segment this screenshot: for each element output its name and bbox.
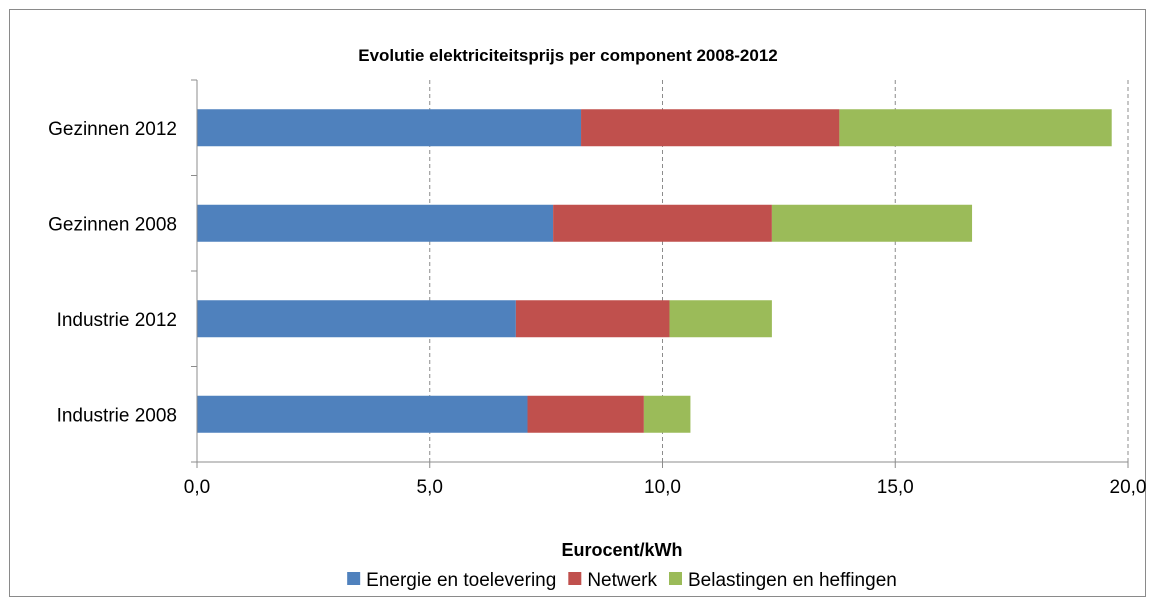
- bar-segment: [197, 396, 528, 433]
- legend-label: Energie en toelevering: [366, 570, 556, 591]
- legend-swatch: [669, 572, 682, 585]
- bars: [197, 109, 1112, 433]
- category-label: Industrie 2008: [57, 405, 177, 426]
- x-tick-label: 20,0: [1110, 477, 1147, 498]
- bar-segment: [669, 300, 771, 337]
- chart-title: Evolutie elektriciteitsprijs per compone…: [358, 46, 778, 65]
- bar-segment: [528, 396, 644, 433]
- legend-label: Belastingen en heffingen: [688, 570, 897, 591]
- chart-frame: Evolutie elektriciteitsprijs per compone…: [9, 9, 1146, 597]
- chart-svg: Evolutie elektriciteitsprijs per compone…: [10, 10, 1147, 598]
- x-axis-label: Eurocent/kWh: [561, 540, 682, 560]
- bar-segment: [197, 300, 516, 337]
- category-labels: Gezinnen 2012 Gezinnen 2008 Industrie 2012…: [48, 119, 177, 427]
- bar-segment: [516, 300, 670, 337]
- category-label: Industrie 2012: [57, 310, 177, 331]
- bar-segment: [772, 205, 972, 242]
- legend: Energie en toelevering Netwerk Belastingen…: [347, 570, 897, 591]
- category-label: Gezinnen 2012: [48, 119, 177, 140]
- x-tick-label: 0,0: [184, 477, 210, 498]
- category-label: Gezinnen 2008: [48, 214, 177, 235]
- legend-label: Netwerk: [587, 570, 657, 591]
- bar-segment: [553, 205, 772, 242]
- bar-segment: [581, 109, 839, 146]
- legend-swatch: [347, 572, 360, 585]
- bar-segment: [839, 109, 1111, 146]
- legend-swatch: [568, 572, 581, 585]
- x-tick-label: 5,0: [417, 477, 443, 498]
- bar-segment: [644, 396, 691, 433]
- x-tick-label: 10,0: [644, 477, 681, 498]
- x-tick-label: 15,0: [877, 477, 914, 498]
- bar-segment: [197, 205, 553, 242]
- x-tick-labels: 0,0 5,0 10,0 15,0 20,0: [184, 477, 1147, 498]
- bar-segment: [197, 109, 581, 146]
